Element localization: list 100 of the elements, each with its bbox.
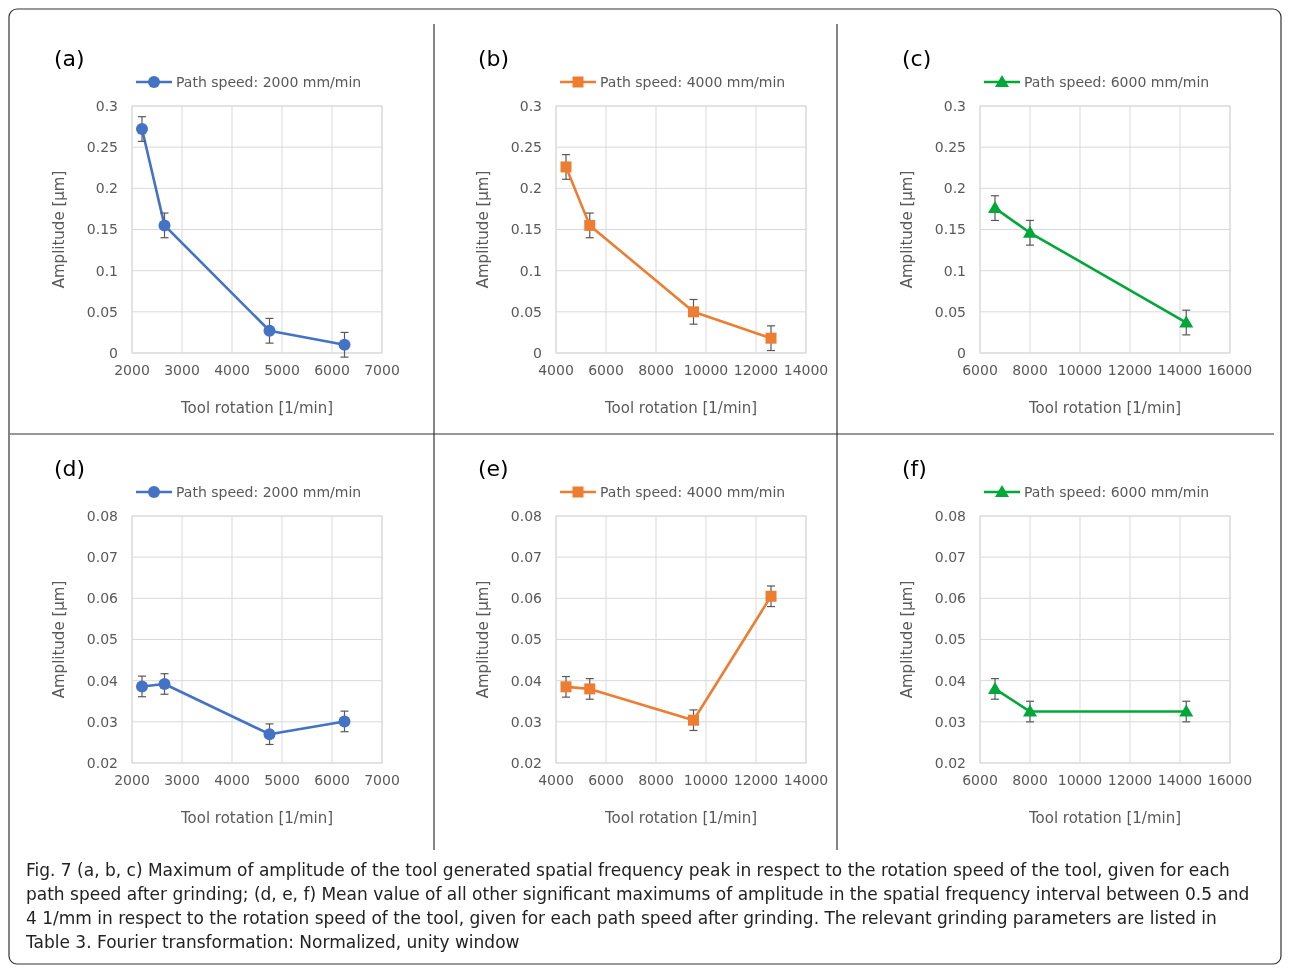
y-tick-label: 0.2 <box>95 180 118 197</box>
x-tick-label: 3000 <box>164 362 200 378</box>
x-tick-label: 14000 <box>1157 362 1203 378</box>
x-tick-label: 8000 <box>638 362 674 378</box>
point <box>560 681 572 693</box>
point <box>765 590 777 602</box>
y-tick-label: 0.07 <box>934 549 966 566</box>
legend-label: Path speed: 4000 mm/min <box>600 483 786 500</box>
y-tick-label: 0.3 <box>519 97 542 114</box>
x-tick-label: 16000 <box>1207 362 1253 378</box>
x-axis-title: Tool rotation [1/min] <box>603 809 758 827</box>
x-axis-title: Tool rotation [1/min] <box>179 809 334 827</box>
x-tick-label: 6000 <box>962 362 998 378</box>
x-tick-label: 12000 <box>733 362 779 378</box>
chart-title: (d) <box>54 456 86 481</box>
y-tick-label: 0.2 <box>519 180 542 197</box>
legend-label: Path speed: 6000 mm/min <box>1024 73 1210 90</box>
caption: Fig. 7 (a, b, c) Maximum of amplitude of the tool generated spatial frequency peak in respect to the rotation speed of the tool, given for each path speed after grinding; (d, e, f) Mean value of all other significant maximums of amplitude in the spatial frequency interval between 0.5 and 4 1/mm in respect to the rotation speed of the tool, given for each path speed after grinding. The relevant grinding parameters are listed in Table 3. Fourier transformation: Normalized, unity window <box>25 860 1250 952</box>
x-tick-label: 5000 <box>264 362 300 378</box>
y-tick-label: 0.1 <box>519 262 542 279</box>
x-tick-label: 6000 <box>314 362 350 378</box>
point <box>1023 225 1037 238</box>
y-tick-label: 0.06 <box>510 590 543 607</box>
y-tick-label: 0.04 <box>934 672 967 689</box>
x-tick-label: 10000 <box>1057 772 1103 788</box>
point <box>688 306 699 318</box>
x-tick-label: 12000 <box>1107 772 1153 788</box>
y-tick-label: 0.08 <box>86 507 118 524</box>
x-tick-label: 8000 <box>638 772 674 788</box>
point <box>765 332 777 344</box>
y-tick-label: 0.3 <box>95 97 118 114</box>
point <box>158 677 171 690</box>
x-tick-label: 7000 <box>364 772 400 788</box>
chart-title: (b) <box>478 46 510 71</box>
point <box>263 324 276 337</box>
y-tick-label: 0.05 <box>934 303 966 320</box>
point <box>338 715 351 728</box>
y-tick-label: 0.15 <box>934 221 966 238</box>
chart-title: (a) <box>54 46 85 71</box>
y-tick-label: 0.2 <box>943 180 966 197</box>
y-tick-label: 0.1 <box>95 262 118 279</box>
y-tick-label: 0.05 <box>934 631 966 648</box>
y-tick-label: 0.25 <box>934 139 966 156</box>
y-axis-title: Amplitude [µm] <box>474 170 492 289</box>
legend-label: Path speed: 2000 mm/min <box>176 73 362 90</box>
y-tick-label: 0.02 <box>934 754 966 771</box>
y-tick-label: 0.1 <box>943 262 966 279</box>
y-tick-label: 0.03 <box>86 713 118 730</box>
point <box>136 680 148 693</box>
y-tick-label: 0.15 <box>86 221 118 238</box>
x-tick-label: 14000 <box>1157 772 1203 788</box>
x-axis-title: Tool rotation [1/min] <box>179 399 334 417</box>
y-tick-label: 0.02 <box>510 754 542 771</box>
y-axis-title: Amplitude [µm] <box>50 580 68 699</box>
chart-title: (c) <box>902 46 932 71</box>
x-tick-label: 14000 <box>783 772 829 788</box>
y-tick-label: 0.15 <box>510 221 542 238</box>
y-tick-label: 0 <box>109 344 118 361</box>
y-tick-label: 0.02 <box>86 754 118 771</box>
x-tick-label: 16000 <box>1207 772 1253 788</box>
x-tick-label: 3000 <box>164 772 200 788</box>
point <box>584 219 596 231</box>
point <box>584 683 596 695</box>
x-tick-label: 10000 <box>683 362 729 378</box>
y-tick-label: 0.06 <box>86 590 119 607</box>
legend-label: Path speed: 4000 mm/min <box>600 73 786 90</box>
y-tick-label: 0.03 <box>510 713 542 730</box>
y-axis-title: Amplitude [µm] <box>898 170 916 289</box>
point <box>338 338 351 351</box>
x-tick-label: 10000 <box>1057 362 1103 378</box>
x-axis-title: Tool rotation [1/min] <box>1027 399 1182 417</box>
x-tick-label: 6000 <box>314 772 350 788</box>
x-tick-label: 7000 <box>364 362 400 378</box>
y-tick-label: 0.25 <box>86 139 118 156</box>
y-axis-title: Amplitude [µm] <box>474 580 492 699</box>
x-tick-label: 4000 <box>538 772 574 788</box>
y-tick-label: 0.05 <box>86 631 118 648</box>
y-axis-title: Amplitude [µm] <box>898 580 916 699</box>
y-tick-label: 0 <box>957 344 966 361</box>
x-tick-label: 4000 <box>214 362 250 378</box>
x-tick-label: 14000 <box>783 362 829 378</box>
point <box>988 201 1002 214</box>
y-tick-label: 0.03 <box>934 713 966 730</box>
x-tick-label: 6000 <box>588 362 624 378</box>
x-tick-label: 6000 <box>588 772 624 788</box>
legend-label: Path speed: 6000 mm/min <box>1024 483 1210 500</box>
point <box>136 123 148 136</box>
y-axis-title: Amplitude [µm] <box>50 170 68 289</box>
x-tick-label: 12000 <box>733 772 779 788</box>
x-axis-title: Tool rotation [1/min] <box>1027 809 1182 827</box>
x-tick-label: 5000 <box>264 772 300 788</box>
x-tick-label: 8000 <box>1012 772 1048 788</box>
legend-label: Path speed: 2000 mm/min <box>176 483 362 500</box>
x-tick-label: 4000 <box>214 772 250 788</box>
chart-title: (e) <box>478 456 509 481</box>
x-axis-title: Tool rotation [1/min] <box>603 399 758 417</box>
y-tick-label: 0.3 <box>943 97 966 114</box>
x-tick-label: 12000 <box>1107 362 1153 378</box>
point <box>688 714 699 726</box>
x-tick-label: 4000 <box>538 362 574 378</box>
